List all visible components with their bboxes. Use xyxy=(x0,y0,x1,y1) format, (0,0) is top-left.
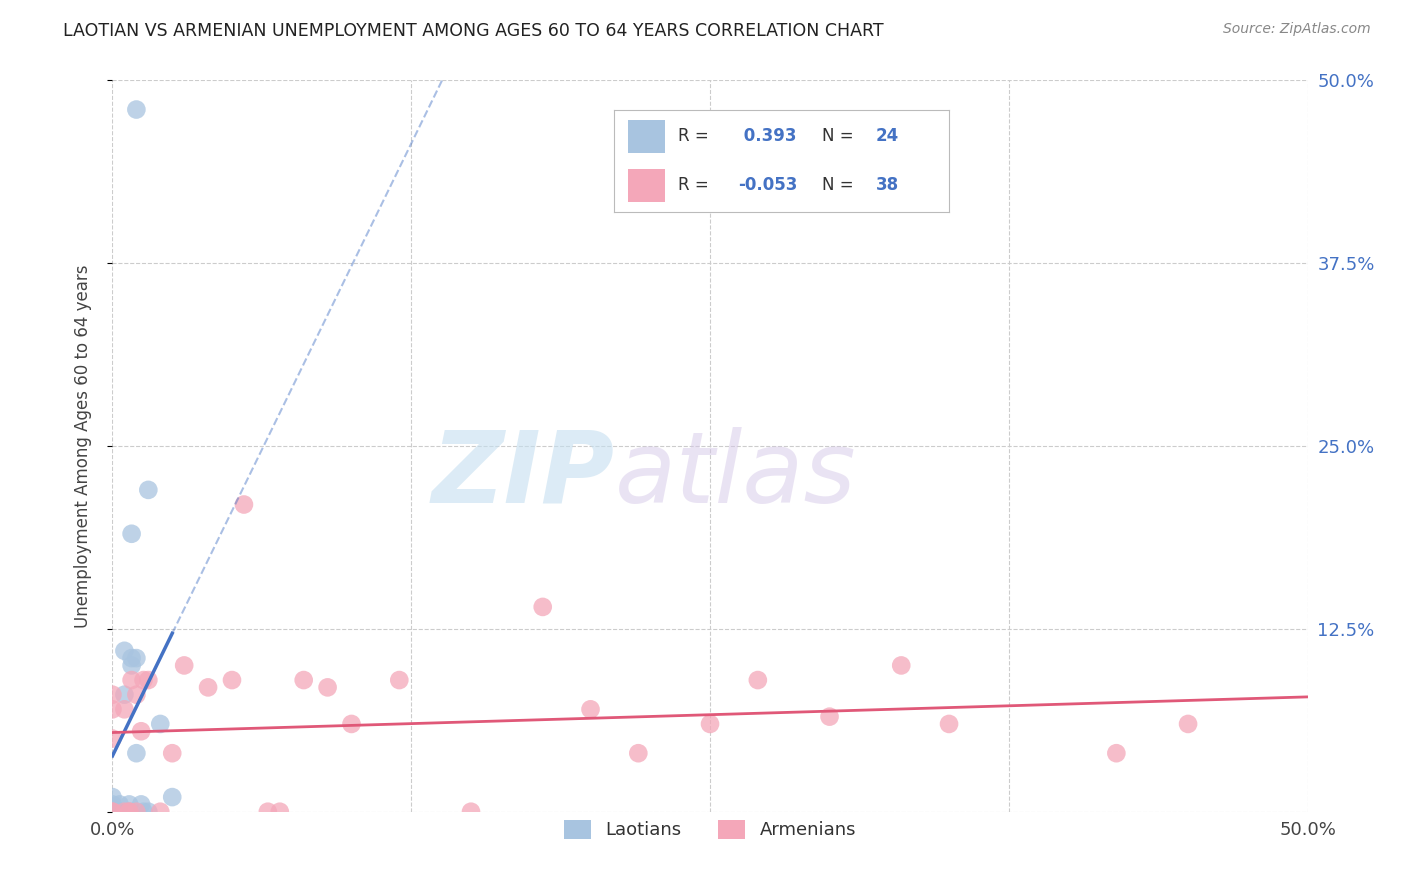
Y-axis label: Unemployment Among Ages 60 to 64 years: Unemployment Among Ages 60 to 64 years xyxy=(73,264,91,628)
Point xyxy=(121,526,143,541)
Point xyxy=(108,805,131,819)
Point xyxy=(108,797,131,812)
Point xyxy=(162,790,183,805)
Point xyxy=(114,805,135,819)
Point xyxy=(162,746,183,760)
Point xyxy=(890,658,912,673)
Point xyxy=(138,483,160,497)
Point xyxy=(149,805,172,819)
Point xyxy=(292,673,315,687)
Point xyxy=(460,805,482,819)
Point xyxy=(118,805,141,819)
Point xyxy=(129,724,152,739)
Text: ZIP: ZIP xyxy=(432,426,614,524)
Point xyxy=(138,805,160,819)
Point xyxy=(101,688,124,702)
Point xyxy=(101,805,124,819)
Point xyxy=(938,717,960,731)
Point xyxy=(114,688,135,702)
Point xyxy=(233,498,256,512)
Point xyxy=(121,658,143,673)
Point xyxy=(101,805,124,819)
Point xyxy=(1105,746,1128,760)
Point xyxy=(101,702,124,716)
Point xyxy=(579,702,602,716)
Point xyxy=(118,805,141,819)
Point xyxy=(101,797,124,812)
Text: atlas: atlas xyxy=(614,426,856,524)
Point xyxy=(531,599,554,614)
Point xyxy=(257,805,280,819)
Point xyxy=(747,673,769,687)
Point xyxy=(316,681,339,695)
Point xyxy=(149,717,172,731)
Text: Source: ZipAtlas.com: Source: ZipAtlas.com xyxy=(1223,22,1371,37)
Point xyxy=(129,797,152,812)
Point xyxy=(114,702,135,716)
Point xyxy=(125,805,148,819)
Legend: Laotians, Armenians: Laotians, Armenians xyxy=(557,813,863,847)
Text: LAOTIAN VS ARMENIAN UNEMPLOYMENT AMONG AGES 60 TO 64 YEARS CORRELATION CHART: LAOTIAN VS ARMENIAN UNEMPLOYMENT AMONG A… xyxy=(63,22,884,40)
Point xyxy=(125,746,148,760)
Point xyxy=(818,709,841,723)
Point xyxy=(340,717,363,731)
Point xyxy=(699,717,721,731)
Point xyxy=(1177,717,1199,731)
Point xyxy=(125,651,148,665)
Point xyxy=(114,644,135,658)
Point xyxy=(388,673,411,687)
Point xyxy=(125,103,148,117)
Point xyxy=(627,746,650,760)
Point xyxy=(125,688,148,702)
Point xyxy=(118,797,141,812)
Point xyxy=(121,651,143,665)
Point xyxy=(121,673,143,687)
Point xyxy=(221,673,243,687)
Point xyxy=(269,805,291,819)
Point xyxy=(101,800,124,814)
Point xyxy=(101,805,124,819)
Point xyxy=(138,673,160,687)
Point xyxy=(101,731,124,746)
Point xyxy=(132,805,155,819)
Point xyxy=(118,805,141,819)
Point xyxy=(101,805,124,819)
Point xyxy=(197,681,219,695)
Point xyxy=(173,658,195,673)
Point xyxy=(101,805,124,819)
Point xyxy=(101,790,124,805)
Point xyxy=(132,673,155,687)
